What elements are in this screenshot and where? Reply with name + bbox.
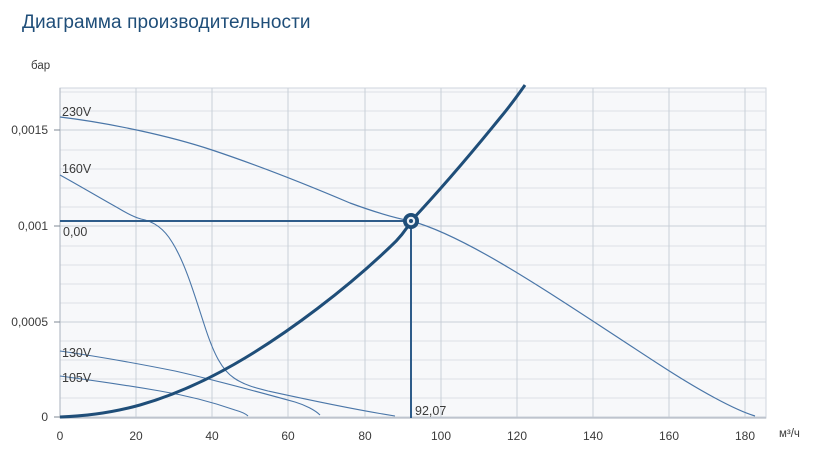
plot-background [59,87,767,419]
x-tick-label-40: 40 [205,429,219,443]
page-title: Диаграмма производительности [22,12,311,33]
pump-curve-160v [59,174,396,417]
x-tick-label-160: 160 [659,429,679,443]
grid-vertical [135,88,746,418]
x-tick-label-120: 120 [507,429,527,443]
x-tick-label-80: 80 [358,429,372,443]
x-tick-label-0: 0 [57,429,64,443]
curve-label-230v: 230V [62,105,92,119]
duty-point-marker-core [409,219,413,223]
system-curve [59,84,527,419]
x-tick-label-100: 100 [431,429,451,443]
curve-label-160v: 160V [62,162,92,176]
grid-horizontal [60,91,766,399]
y-tick-marks [54,129,60,418]
curve-label-105v: 105V [62,371,92,385]
pump-curve-105v [59,375,249,417]
duty-flow-value: 92,07 [415,404,446,418]
pump-curve-230v [59,116,756,417]
x-axis-unit-label: м³/ч [779,428,800,440]
duty-head-value: 0,00 [63,225,87,239]
x-tick-label-60: 60 [281,429,295,443]
x-tick-label-180: 180 [735,429,755,443]
pump-curve-130v [59,350,321,416]
x-tick-label-20: 20 [129,429,143,443]
x-tick-label-140: 140 [583,429,603,443]
y-axis-unit-label: бар [31,60,51,72]
curve-label-130v: 130V [62,346,92,360]
y-tick-label-0015: 0,0015 [11,123,48,137]
y-tick-label-0: 0 [41,410,48,424]
y-tick-label-001: 0,001 [18,219,48,233]
y-tick-label-0005: 0,0005 [11,315,48,329]
